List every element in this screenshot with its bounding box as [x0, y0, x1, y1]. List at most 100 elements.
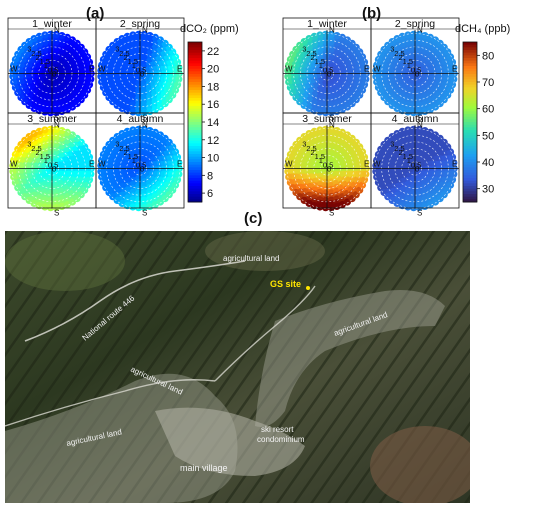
panel-c-letter: (c) — [244, 210, 263, 227]
a-colorbar-step — [188, 63, 202, 67]
b-colorbar-step — [463, 52, 477, 56]
b-ring-label: 2 — [399, 148, 403, 157]
a-colorbar-step — [188, 170, 202, 174]
a-ring-label: 3 — [27, 140, 31, 149]
b-colorbar-step — [463, 82, 477, 86]
b-colorbar-step — [463, 175, 477, 179]
a-ring-label: 2.5 — [119, 144, 129, 153]
a-colorbar-step — [188, 156, 202, 160]
b-colorbar-step — [463, 68, 477, 72]
map-label-condominium: condominium — [257, 435, 305, 444]
b-colorbar-tick: 30 — [482, 184, 494, 196]
b-ring-label: 0.5 — [411, 65, 421, 74]
map-label-ski-resort: ski resort — [261, 425, 294, 434]
map-label-agricultural-land-1: agricultural land — [223, 254, 279, 263]
b-ring-label: 2.5 — [394, 49, 404, 58]
a-colorbar-step — [188, 196, 202, 200]
b-colorbar-step — [463, 74, 477, 78]
b-ring-label: 3 — [390, 140, 394, 149]
b-colorbar-step — [463, 164, 477, 168]
b-colorbar-step — [463, 122, 477, 126]
b-colorbar-step — [463, 151, 477, 155]
b-ring-label: 2 — [311, 53, 315, 62]
b-ring-label: 1 — [319, 156, 323, 165]
a-colorbar-step — [188, 154, 202, 158]
a-colorbar-step — [188, 164, 202, 168]
b-ring-label: 1.5 — [403, 152, 413, 161]
b-colorbar-title: dCH₄ (ppb) — [455, 23, 510, 35]
b-colorbar-step — [463, 103, 477, 107]
a-colorbar-step — [188, 188, 202, 192]
a-colorbar-title: dCO₂ (ppm) — [180, 23, 239, 35]
b-colorbar-step — [463, 183, 477, 187]
a-colorbar-step — [188, 135, 202, 139]
a-ring-label: 2 — [36, 148, 40, 157]
b-ring-label: 0 — [415, 70, 419, 79]
b-ring-label: 2.5 — [306, 49, 316, 58]
a-colorbar-step — [188, 90, 202, 94]
a-colorbar-step — [188, 159, 202, 163]
b-dir-e: E — [452, 160, 457, 169]
b-colorbar-step — [463, 156, 477, 160]
a-colorbar-step — [188, 100, 202, 104]
a-ring-label: 0 — [52, 165, 56, 174]
b-colorbar-step — [463, 170, 477, 174]
a-colorbar-step — [188, 199, 202, 203]
a-ring-label: 1 — [44, 156, 48, 165]
a-dir-e: E — [89, 65, 94, 74]
a-colorbar-tick: 10 — [207, 153, 219, 165]
b-ring-label: 1 — [407, 61, 411, 70]
a-colorbar-step — [188, 84, 202, 88]
a-colorbar-tick: 20 — [207, 64, 219, 76]
b-colorbar-tick: 70 — [482, 77, 494, 89]
a-ring-label: 1 — [132, 61, 136, 70]
a-ring-label: 1.5 — [40, 57, 50, 66]
b-colorbar-tick: 40 — [482, 157, 494, 169]
a-colorbar-step — [188, 119, 202, 123]
a-colorbar-step — [188, 98, 202, 102]
b-ring-label: 2 — [311, 148, 315, 157]
b-colorbar-step — [463, 63, 477, 67]
b-season-label-3: 3_summer — [302, 113, 352, 125]
a-colorbar-tick: 12 — [207, 135, 219, 147]
b-dir-e: E — [364, 160, 369, 169]
b-colorbar-step — [463, 194, 477, 198]
b-colorbar-step — [463, 42, 477, 46]
b-colorbar-step — [463, 138, 477, 142]
a-colorbar-step — [188, 167, 202, 171]
a-colorbar-step — [188, 47, 202, 51]
b-colorbar-step — [463, 114, 477, 118]
a-season-label-2: 2_spring — [120, 18, 160, 30]
a-colorbar-tick: 22 — [207, 46, 219, 58]
b-colorbar-step — [463, 44, 477, 48]
a-colorbar-step — [188, 52, 202, 56]
a-colorbar-tick: 6 — [207, 188, 213, 200]
b-colorbar-step — [463, 119, 477, 123]
a-colorbar-tick: 14 — [207, 117, 219, 129]
b-colorbar-step — [463, 196, 477, 200]
a-dir-s: S — [142, 209, 147, 218]
a-dir-s: S — [54, 114, 59, 123]
a-colorbar-step — [188, 60, 202, 64]
a-colorbar-step — [188, 132, 202, 136]
b-colorbar-step — [463, 199, 477, 203]
a-colorbar-step — [188, 42, 202, 46]
b-ring-label: 1.5 — [403, 57, 413, 66]
a-colorbar-step — [188, 55, 202, 59]
b-colorbar-step — [463, 106, 477, 110]
b-colorbar-step — [463, 127, 477, 131]
b-ring-label: 0.5 — [411, 160, 421, 169]
b-colorbar-step — [463, 130, 477, 134]
b-ring-label: 0 — [327, 70, 331, 79]
a-colorbar-step — [188, 143, 202, 147]
b-colorbar-step — [463, 186, 477, 190]
b-season-label-2: 2_spring — [395, 18, 435, 30]
panel-b-colorbar: dCH₄ (ppb) 80 70 60 50 40 30 — [455, 23, 510, 203]
b-colorbar-step — [463, 98, 477, 102]
b-colorbar-step — [463, 79, 477, 83]
a-colorbar-tick: 8 — [207, 170, 213, 182]
a-ring-label: 1.5 — [40, 152, 50, 161]
